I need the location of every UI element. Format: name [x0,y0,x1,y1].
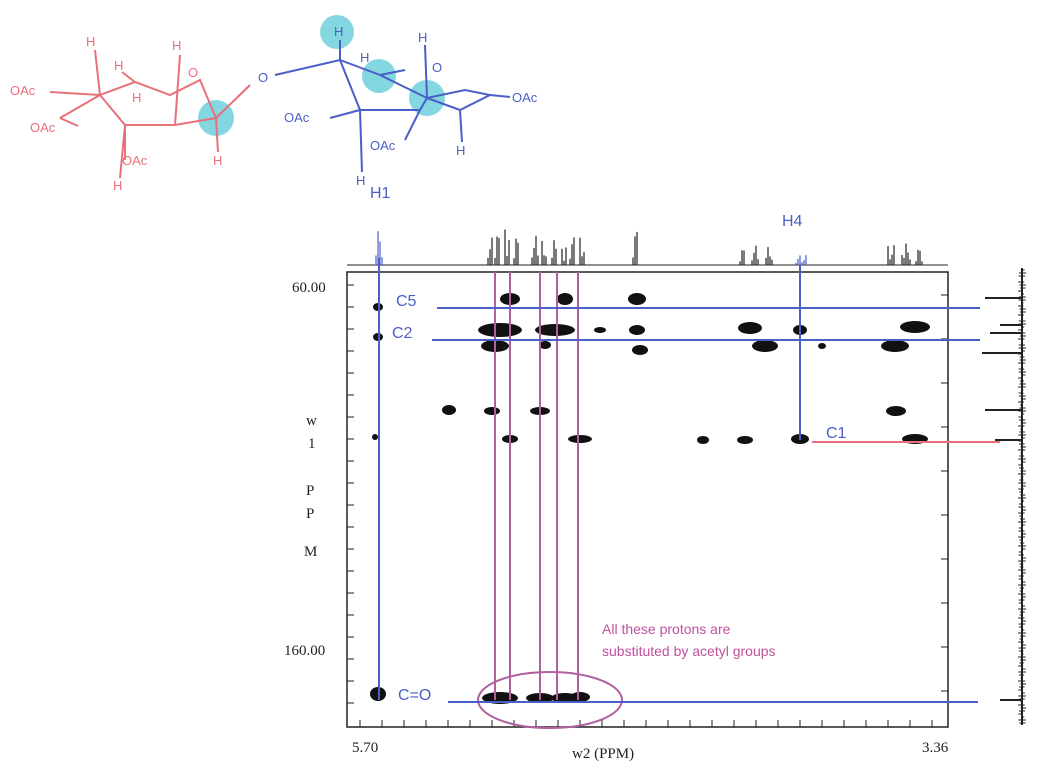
cross-peak [752,340,778,352]
atom: H [356,173,365,188]
annotation: All these protons are [602,621,731,637]
y-axis-title: w [306,413,317,429]
y-axis-title: M [304,544,317,560]
cross-peak [629,325,645,335]
atom: O [188,65,198,80]
cross-peak [594,327,606,333]
highlights [198,15,445,136]
cross-peak [557,293,573,305]
atom: H [114,58,123,73]
figure: OAc H H H O H OAc OAc H H O H H H O OAc … [0,0,1055,765]
cross-peak [632,345,648,355]
peak-label: C5 [396,293,417,310]
cross-peak [570,692,590,702]
y-tick-label: 160.00 [284,643,325,659]
right-spectrum [982,268,1026,725]
atom: OAc [30,120,56,135]
y-axis-title: P [306,483,314,499]
atom: H [360,50,369,65]
x-tick-label: 5.70 [352,740,378,756]
atom: H [418,30,427,45]
y-axis-title: 1 [308,436,316,452]
cross-peak [628,293,646,305]
cross-peak [697,436,709,444]
cross-peak [881,340,909,352]
peak-label: H1 [370,185,391,202]
atom: H [456,143,465,158]
atom: H [86,34,95,49]
atom: O [432,60,442,75]
peak-label: H4 [782,213,803,230]
y-tick-label: 60.00 [292,280,326,296]
peak-label: C=O [398,687,431,704]
cross-peak [737,436,753,444]
peak-label: C2 [392,325,413,342]
cross-peak [738,322,762,334]
y-axis-title: P [306,506,314,522]
atom: H [172,38,181,53]
atom: O [258,70,268,85]
peak-label: C1 [826,425,847,442]
atom: OAc [122,153,148,168]
atom: OAc [370,138,396,153]
x-axis-title: w2 (PPM) [572,746,634,762]
cross-peak [900,321,930,333]
top-spectrum [376,230,922,265]
cross-peak [568,435,592,443]
annotation: substituted by acetyl groups [602,643,776,659]
cross-peak [372,434,378,440]
atom: OAc [512,90,538,105]
x-tick-label: 3.36 [922,740,949,756]
atom: OAc [284,110,310,125]
cross-peak [478,323,522,337]
cross-peak [442,405,456,415]
cross-peak [818,343,826,349]
cross-peak [886,406,906,416]
atom: H [113,178,122,193]
cross-peak [484,407,500,415]
atom: H [213,153,222,168]
atom: H [132,90,141,105]
atom: OAc [10,83,36,98]
atom: H [334,24,343,39]
